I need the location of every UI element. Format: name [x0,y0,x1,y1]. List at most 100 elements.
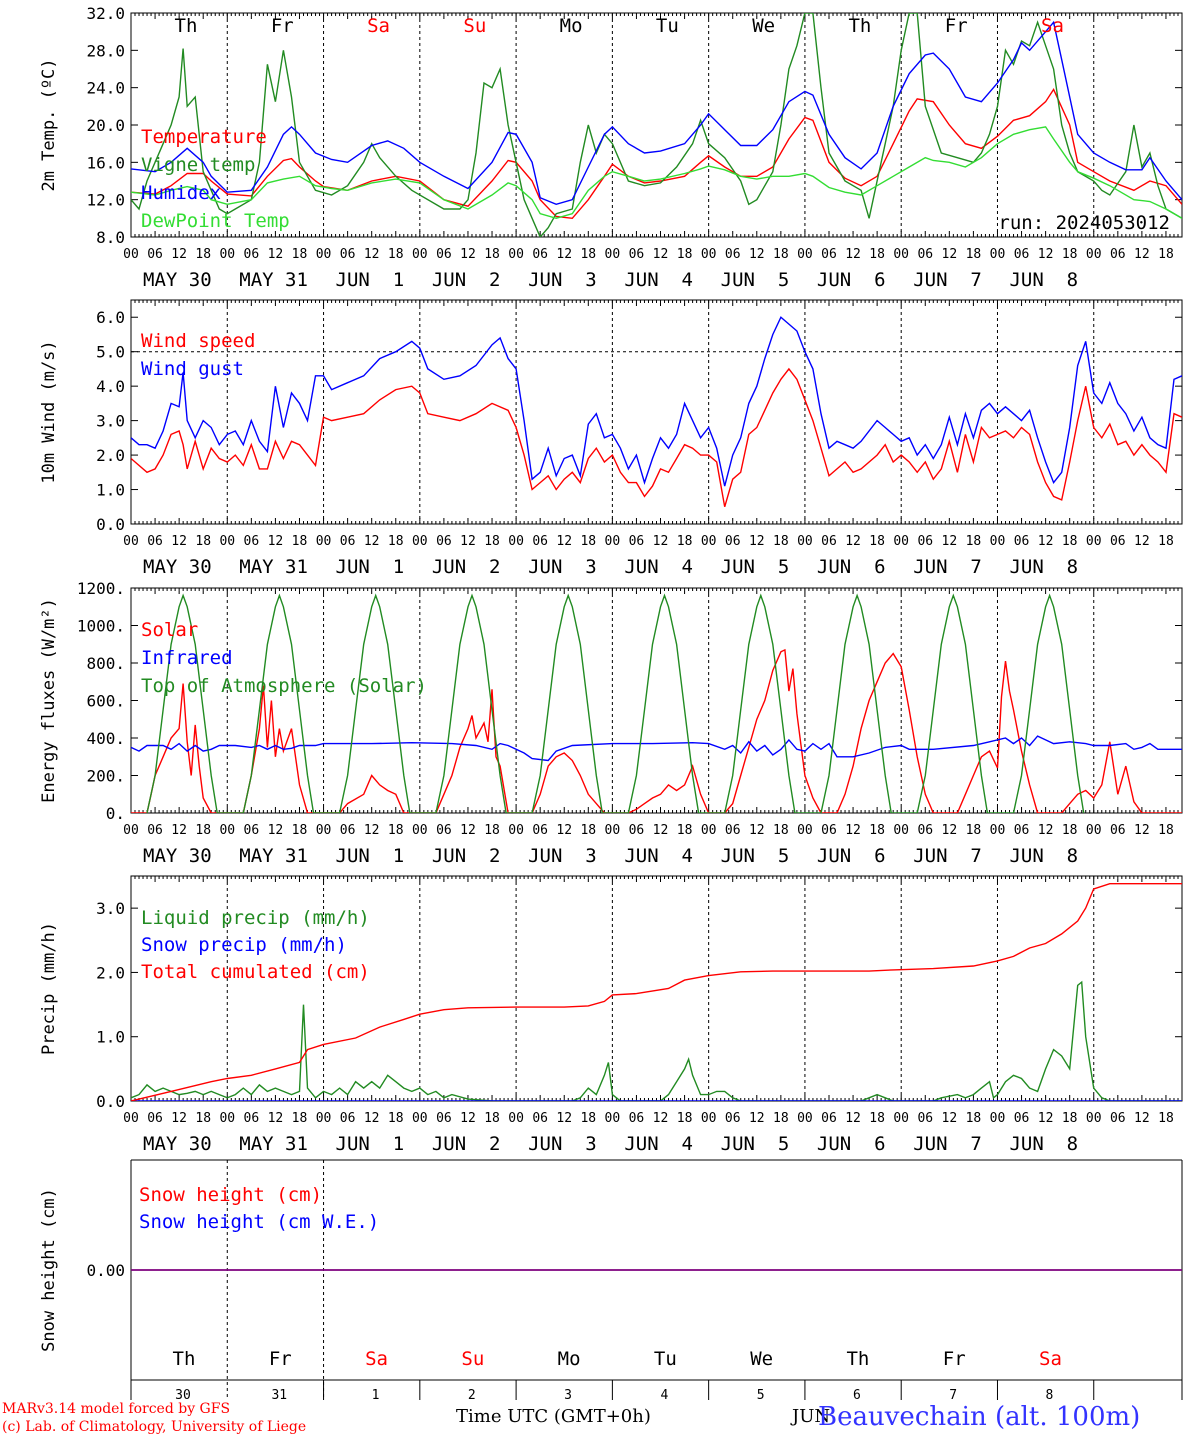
series-line-dewpoint-temp [131,126,1182,220]
hour-tick-label: 12 [1134,247,1150,262]
legend-entry: Humidex [141,182,221,204]
hour-tick-label: 00 [316,823,332,838]
hour-tick-label: 06 [532,247,548,262]
y-tick-label: 20.0 [86,116,125,135]
hour-tick-label: 18 [966,534,982,549]
hour-tick-label: 12 [653,534,669,549]
hour-tick-label: 06 [917,823,933,838]
hour-tick-label: 06 [340,247,356,262]
date-label: JUN 6 [817,556,886,578]
weekday-label: Mo [558,1348,581,1370]
hour-tick-label: 18 [388,534,404,549]
hour-tick-label: 12 [556,1111,572,1126]
date-label: JUN 4 [624,1133,693,1155]
hour-tick-label: 18 [1062,1111,1078,1126]
hour-tick-label: 00 [797,823,813,838]
hour-tick-label: 12 [364,534,380,549]
y-axis-title: 10m Wind (m/s) [39,340,59,483]
hour-tick-label: 00 [123,823,139,838]
day-number-label: 4 [660,1388,668,1403]
day-number-label: 1 [372,1388,380,1403]
hour-tick-label: 00 [412,823,428,838]
date-label: JUN 6 [817,1133,886,1155]
weekday-label: Sa [1041,15,1064,37]
hour-tick-label: 06 [1110,823,1126,838]
date-label: JUN 7 [913,556,982,578]
y-tick-label: 600. [86,692,125,711]
date-label: JUN 8 [1009,556,1078,578]
hour-tick-label: 06 [917,247,933,262]
weekday-label: Sa [365,1348,388,1370]
hour-tick-label: 18 [1062,823,1078,838]
hour-tick-label: 18 [580,1111,596,1126]
hour-tick-label: 06 [532,534,548,549]
hour-tick-label: 12 [749,1111,765,1126]
hour-tick-label: 06 [532,1111,548,1126]
weekday-label: Sa [1039,1348,1062,1370]
hour-tick-label: 00 [123,1111,139,1126]
hour-tick-label: 06 [821,1111,837,1126]
y-tick-label: 8.0 [96,228,125,247]
date-label: JUN 8 [1009,845,1078,867]
date-label: MAY 30 [143,845,212,867]
hour-tick-label: 18 [484,534,500,549]
hour-tick-label: 00 [701,534,717,549]
y-tick-label: 0.0 [96,1092,125,1111]
hour-tick-label: 06 [821,823,837,838]
hour-tick-label: 06 [725,534,741,549]
y-tick-label: 3.0 [96,412,125,431]
weekday-label: Mo [560,15,583,37]
hour-tick-label: 18 [484,823,500,838]
hour-tick-label: 12 [845,534,861,549]
hour-tick-label: 06 [1014,823,1030,838]
y-axis-title: Energy fluxes (W/m²) [39,598,59,803]
hour-tick-label: 06 [629,534,645,549]
hour-tick-label: 18 [1158,534,1174,549]
legend-entry: Total cumulated (cm) [141,961,370,983]
hour-tick-label: 06 [1014,534,1030,549]
hour-tick-label: 18 [388,1111,404,1126]
y-tick-label: 5.0 [96,343,125,362]
hour-tick-label: 18 [773,247,789,262]
weekday-label: Fr [943,1348,966,1370]
y-tick-label: 200. [86,767,125,786]
hour-tick-label: 00 [701,1111,717,1126]
hour-tick-label: 00 [1086,1111,1102,1126]
hour-tick-label: 00 [893,1111,909,1126]
legend-entry: DewPoint Temp [141,210,290,232]
hour-tick-label: 06 [821,247,837,262]
y-tick-label: 1.0 [96,481,125,500]
y-tick-label: 800. [86,654,125,673]
y-tick-label: 28.0 [86,41,125,60]
date-label: JUN 2 [432,1133,501,1155]
hour-tick-label: 12 [460,247,476,262]
hour-tick-label: 12 [942,1111,958,1126]
hour-tick-label: 12 [268,534,284,549]
date-label: JUN 5 [721,845,790,867]
hour-tick-label: 18 [773,534,789,549]
date-label: JUN 1 [336,269,405,291]
hour-tick-label: 06 [821,534,837,549]
hour-tick-label: 06 [1014,1111,1030,1126]
weekday-label: Th [846,1348,869,1370]
y-tick-label: 32.0 [86,4,125,23]
hour-tick-label: 12 [364,823,380,838]
location-label: Beauvechain (alt. 100m) [818,1402,1141,1432]
hour-tick-label: 00 [219,823,235,838]
hour-tick-label: 00 [990,247,1006,262]
hour-tick-label: 12 [364,1111,380,1126]
hour-tick-label: 00 [701,247,717,262]
hour-tick-label: 00 [605,823,621,838]
hour-tick-label: 18 [677,534,693,549]
hour-tick-label: 18 [869,1111,885,1126]
hour-tick-label: 12 [556,534,572,549]
hour-tick-label: 06 [147,823,163,838]
credit-line-1: MARv3.14 model forced by GFS [2,1401,231,1417]
hour-tick-label: 12 [460,534,476,549]
weekday-label: Tu [656,15,679,37]
legend-entry: Snow height (cm) [139,1184,322,1206]
hour-tick-label: 12 [1134,823,1150,838]
hour-tick-label: 18 [292,1111,308,1126]
hour-tick-label: 12 [942,247,958,262]
